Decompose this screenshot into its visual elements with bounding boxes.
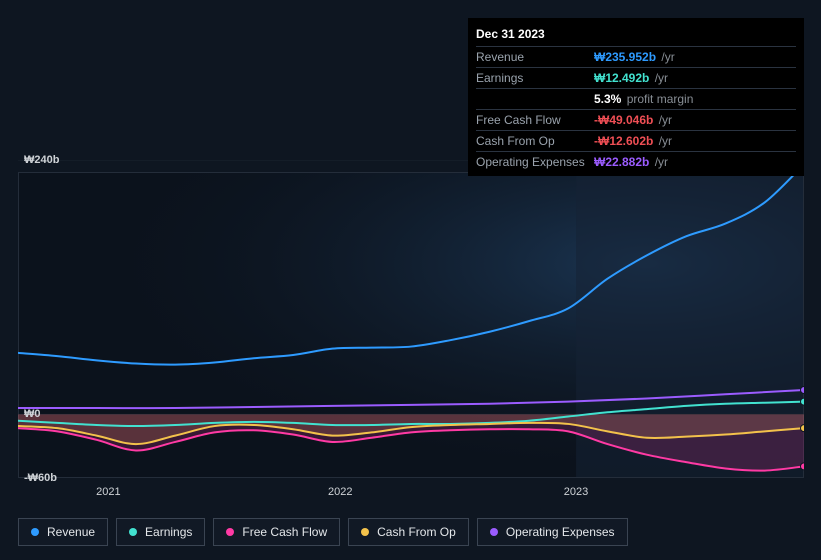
tooltip-row: Earnings₩12.492b /yr — [476, 67, 796, 88]
x-tick-label: 2021 — [96, 486, 120, 498]
legend-item[interactable]: Revenue — [18, 518, 108, 546]
y-tick-label: ₩0 — [24, 408, 64, 420]
tooltip-row-label: Operating Expenses — [476, 154, 594, 170]
legend-swatch-icon — [226, 528, 234, 536]
tooltip-row-label — [476, 91, 594, 107]
legend-label: Earnings — [145, 525, 192, 539]
legend-item[interactable]: Cash From Op — [348, 518, 469, 546]
chart-svg — [18, 160, 804, 478]
tooltip-row: Operating Expenses₩22.882b /yr — [476, 151, 796, 172]
tooltip-row-value: -₩49.046b /yr — [594, 112, 672, 128]
tooltip-row-value: ₩235.952b /yr — [594, 49, 675, 65]
legend-swatch-icon — [490, 528, 498, 536]
legend-swatch-icon — [31, 528, 39, 536]
legend-label: Revenue — [47, 525, 95, 539]
legend-swatch-icon — [361, 528, 369, 536]
legend-label: Cash From Op — [377, 525, 456, 539]
tooltip-row-label: Revenue — [476, 49, 594, 65]
tooltip-row: Free Cash Flow-₩49.046b /yr — [476, 109, 796, 130]
tooltip-row-label: Cash From Op — [476, 133, 594, 149]
legend-item[interactable]: Free Cash Flow — [213, 518, 340, 546]
tooltip-row-label: Free Cash Flow — [476, 112, 594, 128]
legend-label: Free Cash Flow — [242, 525, 327, 539]
root: Dec 31 2023 Revenue₩235.952b /yrEarnings… — [0, 0, 821, 560]
tooltip-row-label: Earnings — [476, 70, 594, 86]
y-tick-label: ₩240b — [24, 154, 64, 166]
x-tick-label: 2022 — [328, 486, 352, 498]
tooltip-row: Cash From Op-₩12.602b /yr — [476, 130, 796, 151]
tooltip-row-value: 5.3% profit margin — [594, 91, 693, 107]
tooltip-row-value: ₩12.492b /yr — [594, 70, 668, 86]
chart: ₩240b₩0-₩60b 202120222023 — [18, 160, 804, 478]
legend-item[interactable]: Earnings — [116, 518, 205, 546]
tooltip-row-value: ₩22.882b /yr — [594, 154, 668, 170]
tooltip-row: Revenue₩235.952b /yr — [476, 46, 796, 67]
tooltip-title: Dec 31 2023 — [476, 24, 796, 46]
legend-label: Operating Expenses — [506, 525, 615, 539]
tooltip-rows: Revenue₩235.952b /yrEarnings₩12.492b /yr… — [476, 46, 796, 172]
y-tick-label: -₩60b — [24, 472, 64, 484]
tooltip-row-value: -₩12.602b /yr — [594, 133, 672, 149]
x-tick-label: 2023 — [564, 486, 588, 498]
tooltip-row: 5.3% profit margin — [476, 88, 796, 109]
hover-tooltip: Dec 31 2023 Revenue₩235.952b /yrEarnings… — [468, 18, 804, 176]
legend: Revenue Earnings Free Cash Flow Cash From O… — [18, 518, 628, 546]
legend-swatch-icon — [129, 528, 137, 536]
legend-item[interactable]: Operating Expenses — [477, 518, 628, 546]
